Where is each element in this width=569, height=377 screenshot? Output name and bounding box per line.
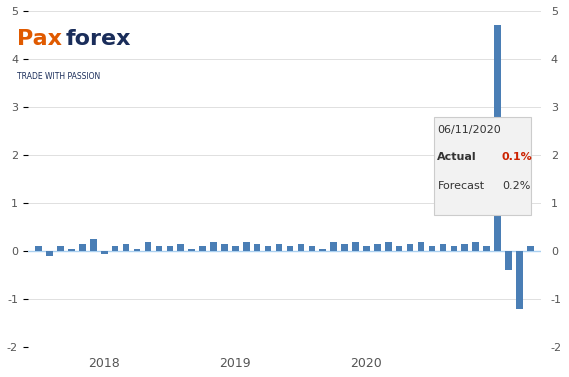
Bar bbox=[428, 247, 435, 251]
Bar bbox=[319, 249, 326, 251]
Bar bbox=[167, 247, 173, 251]
Bar bbox=[352, 242, 359, 251]
Bar bbox=[188, 249, 195, 251]
Text: forex: forex bbox=[65, 29, 131, 49]
Bar bbox=[199, 247, 206, 251]
Bar bbox=[451, 247, 457, 251]
Bar bbox=[331, 242, 337, 251]
Bar bbox=[308, 247, 315, 251]
Bar bbox=[483, 247, 490, 251]
Bar bbox=[298, 244, 304, 251]
Bar bbox=[243, 242, 250, 251]
Bar bbox=[396, 247, 402, 251]
Bar bbox=[516, 251, 523, 309]
Bar bbox=[232, 247, 238, 251]
Bar bbox=[90, 239, 97, 251]
Text: Forecast: Forecast bbox=[438, 181, 485, 191]
Text: Pax: Pax bbox=[17, 29, 62, 49]
Bar bbox=[46, 251, 53, 256]
Bar bbox=[134, 249, 141, 251]
Text: TRADE WITH PASSION: TRADE WITH PASSION bbox=[17, 72, 100, 81]
Bar bbox=[374, 244, 381, 251]
Bar bbox=[145, 242, 151, 251]
Bar bbox=[363, 247, 370, 251]
Bar bbox=[57, 247, 64, 251]
Bar bbox=[276, 244, 282, 251]
Bar bbox=[79, 244, 86, 251]
Bar bbox=[418, 242, 424, 251]
Text: Actual: Actual bbox=[438, 152, 477, 162]
Bar bbox=[505, 251, 512, 270]
Bar bbox=[123, 244, 129, 251]
Bar bbox=[35, 247, 42, 251]
FancyBboxPatch shape bbox=[434, 116, 531, 215]
Bar bbox=[407, 244, 414, 251]
Bar bbox=[494, 25, 501, 251]
Text: 06/11/2020: 06/11/2020 bbox=[438, 126, 501, 135]
Bar bbox=[210, 242, 217, 251]
Bar bbox=[287, 247, 293, 251]
Bar bbox=[472, 242, 479, 251]
Bar bbox=[221, 244, 228, 251]
Bar bbox=[527, 247, 534, 251]
Bar bbox=[101, 251, 108, 254]
Bar bbox=[341, 244, 348, 251]
Bar bbox=[385, 242, 391, 251]
Bar bbox=[112, 247, 118, 251]
Bar bbox=[254, 244, 261, 251]
Text: 0.2%: 0.2% bbox=[502, 181, 530, 191]
Bar bbox=[68, 249, 75, 251]
Bar bbox=[178, 244, 184, 251]
Bar bbox=[265, 247, 271, 251]
Text: 0.1%: 0.1% bbox=[502, 152, 533, 162]
Bar bbox=[155, 247, 162, 251]
Bar bbox=[440, 244, 446, 251]
Bar bbox=[461, 244, 468, 251]
